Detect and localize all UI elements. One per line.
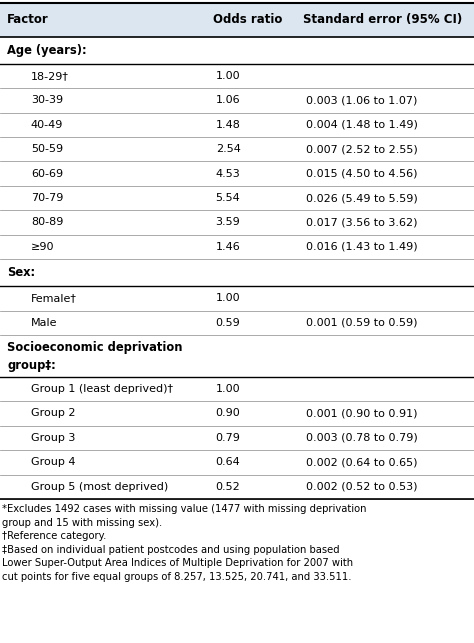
Text: 50-59: 50-59 bbox=[31, 144, 63, 154]
Text: 0.015 (4.50 to 4.56): 0.015 (4.50 to 4.56) bbox=[306, 168, 417, 179]
Text: 0.64: 0.64 bbox=[216, 457, 240, 467]
Text: 0.007 (2.52 to 2.55): 0.007 (2.52 to 2.55) bbox=[306, 144, 418, 154]
Text: 5.54: 5.54 bbox=[216, 193, 240, 203]
Text: ≥90: ≥90 bbox=[31, 242, 55, 252]
Text: Standard error (95% CI): Standard error (95% CI) bbox=[303, 14, 463, 26]
Text: 0.002 (0.64 to 0.65): 0.002 (0.64 to 0.65) bbox=[306, 457, 417, 467]
Text: 2.54: 2.54 bbox=[216, 144, 240, 154]
Text: 1.06: 1.06 bbox=[216, 95, 240, 105]
Text: 70-79: 70-79 bbox=[31, 193, 63, 203]
Text: 1.00: 1.00 bbox=[216, 384, 240, 394]
Text: 0.52: 0.52 bbox=[216, 482, 240, 492]
Text: 0.016 (1.43 to 1.49): 0.016 (1.43 to 1.49) bbox=[306, 242, 417, 252]
Text: *Excludes 1492 cases with missing value (1477 with missing deprivation: *Excludes 1492 cases with missing value … bbox=[2, 504, 367, 514]
Text: Group 2: Group 2 bbox=[31, 408, 75, 419]
Text: †Reference category.: †Reference category. bbox=[2, 531, 107, 541]
Text: 0.003 (1.06 to 1.07): 0.003 (1.06 to 1.07) bbox=[306, 95, 417, 105]
Text: 1.46: 1.46 bbox=[216, 242, 240, 252]
Text: 1.00: 1.00 bbox=[216, 293, 240, 303]
Text: Factor: Factor bbox=[7, 14, 49, 26]
Text: 0.017 (3.56 to 3.62): 0.017 (3.56 to 3.62) bbox=[306, 217, 417, 228]
Text: 3.59: 3.59 bbox=[216, 217, 240, 228]
Text: 60-69: 60-69 bbox=[31, 168, 63, 179]
Bar bbox=[0, 3, 474, 37]
Text: ‡Based on individual patient postcodes and using population based: ‡Based on individual patient postcodes a… bbox=[2, 545, 340, 555]
Text: 0.90: 0.90 bbox=[216, 408, 240, 419]
Text: 0.002 (0.52 to 0.53): 0.002 (0.52 to 0.53) bbox=[306, 482, 417, 492]
Text: 40-49: 40-49 bbox=[31, 120, 63, 130]
Text: Female†: Female† bbox=[31, 293, 77, 303]
Text: cut points for five equal groups of 8.257, 13.525, 20.741, and 33.511.: cut points for five equal groups of 8.25… bbox=[2, 572, 352, 582]
Text: 0.59: 0.59 bbox=[216, 318, 240, 328]
Text: Sex:: Sex: bbox=[7, 266, 35, 279]
Text: 0.026 (5.49 to 5.59): 0.026 (5.49 to 5.59) bbox=[306, 193, 418, 203]
Text: 0.001 (0.90 to 0.91): 0.001 (0.90 to 0.91) bbox=[306, 408, 417, 419]
Text: Socioeconomic deprivation: Socioeconomic deprivation bbox=[7, 341, 182, 354]
Text: Group 3: Group 3 bbox=[31, 433, 75, 443]
Text: 1.48: 1.48 bbox=[216, 120, 240, 130]
Text: Group 5 (most deprived): Group 5 (most deprived) bbox=[31, 482, 168, 492]
Text: group‡:: group‡: bbox=[7, 359, 56, 372]
Text: Odds ratio: Odds ratio bbox=[213, 14, 283, 26]
Text: 80-89: 80-89 bbox=[31, 217, 63, 228]
Text: Lower Super-Output Area Indices of Multiple Deprivation for 2007 with: Lower Super-Output Area Indices of Multi… bbox=[2, 558, 354, 568]
Text: 0.003 (0.78 to 0.79): 0.003 (0.78 to 0.79) bbox=[306, 433, 418, 443]
Text: Group 1 (least deprived)†: Group 1 (least deprived)† bbox=[31, 384, 173, 394]
Text: 0.79: 0.79 bbox=[216, 433, 240, 443]
Text: Group 4: Group 4 bbox=[31, 457, 75, 467]
Text: 0.001 (0.59 to 0.59): 0.001 (0.59 to 0.59) bbox=[306, 318, 417, 328]
Text: 1.00: 1.00 bbox=[216, 71, 240, 81]
Text: 0.004 (1.48 to 1.49): 0.004 (1.48 to 1.49) bbox=[306, 120, 418, 130]
Text: 18-29†: 18-29† bbox=[31, 71, 69, 81]
Text: group and 15 with missing sex).: group and 15 with missing sex). bbox=[2, 518, 163, 528]
Text: 30-39: 30-39 bbox=[31, 95, 63, 105]
Text: 4.53: 4.53 bbox=[216, 168, 240, 179]
Text: Male: Male bbox=[31, 318, 57, 328]
Text: Age (years):: Age (years): bbox=[7, 44, 87, 57]
